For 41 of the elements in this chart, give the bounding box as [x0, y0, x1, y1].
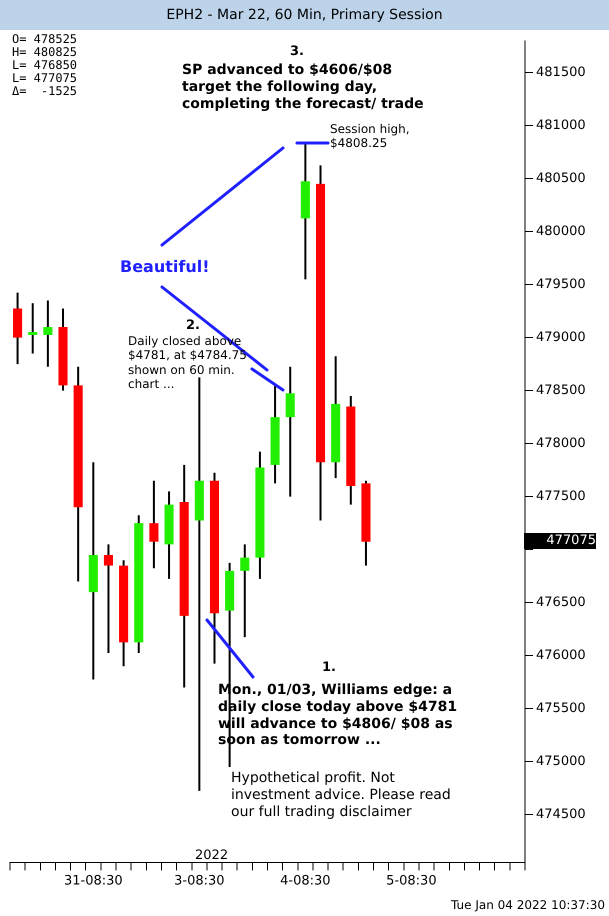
- annotation: H= 480825: [12, 45, 78, 60]
- annotation: 3.: [290, 44, 305, 60]
- candlestick: [104, 543, 113, 654]
- x-tick-label: 3-08:30: [174, 874, 225, 889]
- candlestick: [28, 302, 38, 355]
- text: Tue Jan 04 2022 10:37:30: [450, 898, 605, 912]
- y-tick-label: 477500: [536, 489, 586, 504]
- x-tick-label: 4-08:30: [280, 874, 331, 889]
- annotation: 1.: [322, 660, 337, 676]
- annotation: Hypothetical profit. Not investment advice. Please read our full trading disclaimer: [231, 770, 452, 820]
- annotation: Δ= -1525: [12, 84, 78, 98]
- y-tick-label: 476000: [536, 648, 586, 664]
- y-tick-label: 478500: [536, 383, 586, 398]
- annotation: SP advanced to $4606/$08 target the following day, completing the forecast/ trade: [182, 62, 425, 112]
- annotation: 2.: [186, 318, 201, 334]
- y-tick-label: 475500: [536, 701, 586, 716]
- y-tick-label: 480500: [536, 170, 586, 186]
- y-tick-label: 481000: [536, 118, 586, 133]
- annotation: O= 478525: [12, 32, 78, 46]
- x-tick-label: 31-08:30: [64, 874, 123, 889]
- y-tick-label: 475000: [536, 754, 586, 770]
- y-tick-label: 479000: [536, 330, 586, 346]
- chart-title: EPH2 - Mar 22, 60 Min, Primary Session: [0, 0, 609, 30]
- candlestick: [240, 543, 250, 638]
- text: 477075: [524, 533, 596, 549]
- candlestick: [286, 366, 295, 498]
- y-tick-label: 478000: [536, 436, 586, 452]
- y-tick-label: 479500: [536, 277, 586, 292]
- y-tick-label: 476500: [536, 595, 586, 610]
- annotation: L= 477075: [12, 71, 78, 86]
- candlestick: [194, 376, 204, 792]
- x-tick-label: 5-08:30: [386, 874, 437, 889]
- annotation: L= 476850: [12, 58, 78, 72]
- annotation: Beautiful!: [120, 257, 210, 276]
- y-tick-label: 474500: [536, 807, 586, 822]
- candlestick: [43, 300, 52, 368]
- y-tick-label: 480000: [536, 224, 586, 239]
- annotation: 2022: [195, 848, 230, 864]
- y-tick-label: 481500: [536, 64, 586, 80]
- annotation: Session high, $4808.25: [330, 122, 411, 151]
- candlestick: [149, 480, 158, 570]
